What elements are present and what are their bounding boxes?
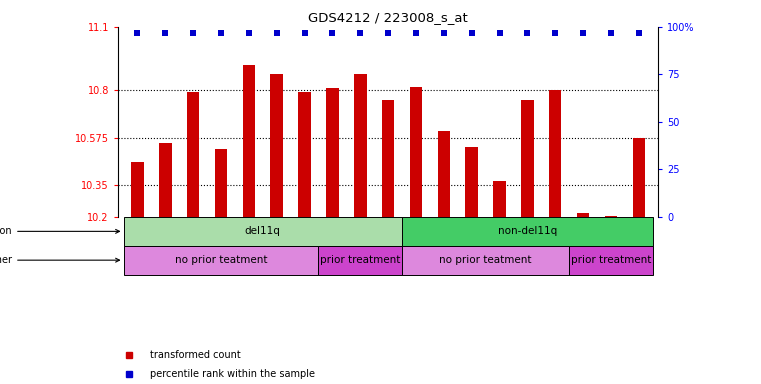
Point [521, 30, 533, 36]
Text: prior treatment: prior treatment [571, 255, 651, 265]
Point [187, 30, 199, 36]
Bar [243, 65, 255, 217]
Bar [569, 246, 653, 275]
Text: other: other [0, 255, 119, 265]
Bar [270, 74, 283, 217]
Text: no prior teatment: no prior teatment [175, 255, 267, 265]
Bar [159, 143, 171, 217]
Point [493, 30, 505, 36]
Bar [215, 149, 228, 217]
Title: GDS4212 / 223008_s_at: GDS4212 / 223008_s_at [308, 11, 468, 24]
Bar [326, 88, 339, 217]
Bar [466, 147, 478, 217]
Point [438, 30, 450, 36]
Point [466, 30, 478, 36]
Bar [632, 138, 645, 217]
Point [326, 30, 339, 36]
Text: prior treatment: prior treatment [320, 255, 400, 265]
Point [354, 30, 366, 36]
Point [243, 30, 255, 36]
Point [577, 30, 589, 36]
Bar [402, 217, 653, 246]
Bar [605, 216, 617, 217]
Text: percentile rank within the sample: percentile rank within the sample [151, 369, 315, 379]
Bar [382, 100, 394, 217]
Point [382, 30, 394, 36]
Text: no prior teatment: no prior teatment [439, 255, 532, 265]
Text: non-del11q: non-del11q [498, 226, 557, 237]
Bar [298, 93, 310, 217]
Bar [409, 87, 422, 217]
Bar [354, 74, 367, 217]
Bar [402, 246, 569, 275]
Point [132, 30, 144, 36]
Point [298, 30, 310, 36]
Point [605, 30, 617, 36]
Bar [438, 131, 450, 217]
Point [632, 30, 645, 36]
Point [159, 30, 171, 36]
Bar [521, 100, 533, 217]
Text: transformed count: transformed count [151, 350, 241, 360]
Bar [123, 217, 402, 246]
Bar [549, 90, 562, 217]
Text: genotype/variation: genotype/variation [0, 226, 119, 237]
Bar [131, 162, 144, 217]
Point [215, 30, 227, 36]
Text: del11q: del11q [245, 226, 281, 237]
Point [410, 30, 422, 36]
Bar [123, 246, 319, 275]
Point [271, 30, 283, 36]
Point [549, 30, 562, 36]
Bar [493, 181, 506, 217]
Bar [319, 246, 402, 275]
Bar [577, 213, 589, 217]
Bar [187, 93, 199, 217]
